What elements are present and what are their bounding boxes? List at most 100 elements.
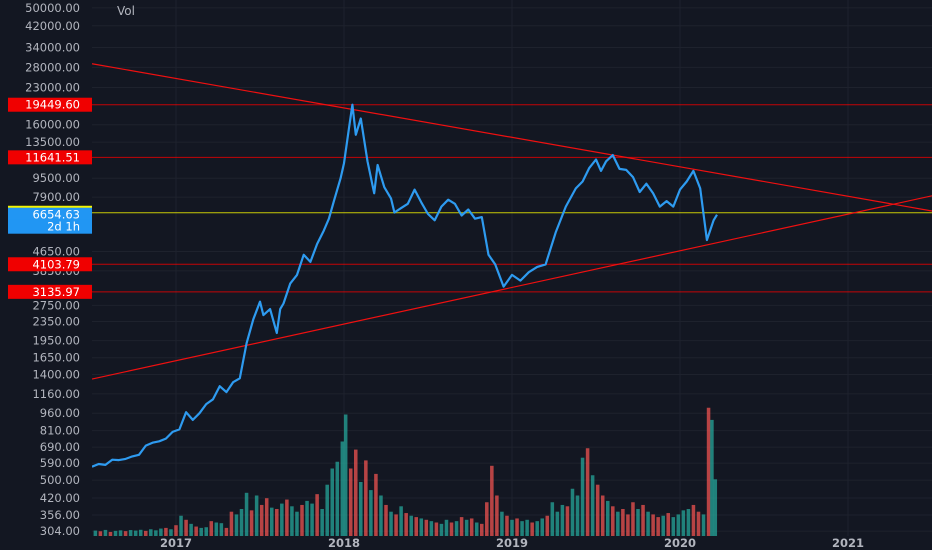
volume-bar: [449, 522, 454, 536]
volume-bar: [280, 503, 284, 536]
volume-bar: [439, 523, 444, 536]
y-tick-label: 9500.00: [32, 171, 80, 185]
volume-bar: [93, 530, 98, 536]
y-tick-label: 590.00: [40, 456, 80, 470]
volume-bar: [713, 479, 718, 536]
volume-bar: [585, 448, 590, 536]
y-tick-label: 960.00: [40, 406, 80, 420]
volume-bar: [530, 522, 534, 536]
volume-bar: [545, 515, 550, 536]
volume-bar: [701, 514, 706, 536]
volume-bar: [123, 531, 128, 536]
y-tick-label: 1950.00: [32, 334, 80, 348]
volume-bar: [143, 530, 148, 536]
volume-bar: [560, 504, 565, 536]
volume-bar: [290, 506, 294, 536]
volume-bar: [348, 468, 353, 536]
volume-bar: [285, 499, 289, 536]
volume-bar: [310, 503, 314, 536]
volume-bar: [409, 515, 413, 536]
volume-bar: [490, 465, 494, 536]
volume-bar: [264, 498, 269, 536]
volume-bar: [631, 502, 635, 536]
price-tag-bg: [8, 97, 92, 112]
volume-bar: [113, 530, 118, 536]
price-tag: 3135.97: [32, 285, 80, 299]
time-axis-panel: [0, 536, 932, 550]
price-tags: 19449.6011641.516781.536654.634103.79313…: [8, 97, 92, 299]
price-series: [91, 103, 718, 468]
volume-bar: [404, 513, 408, 536]
volume-bar: [214, 522, 219, 536]
y-tick-label: 13500.00: [25, 135, 80, 149]
volume-bar: [254, 495, 259, 536]
countdown-tag-bg: [8, 219, 92, 234]
price-tag: 4103.79: [32, 257, 80, 271]
y-tick-label: 810.00: [40, 424, 80, 438]
x-tick-label: 2018: [328, 536, 360, 550]
volume-bar: [661, 515, 665, 536]
volume-bar: [209, 521, 214, 536]
volume-bar: [485, 502, 489, 536]
time-axis[interactable]: 2017 2018 2019 2020 2021: [160, 536, 864, 550]
volume-bar: [320, 509, 324, 536]
price-tag-bg: [8, 284, 92, 299]
price-tag-bg: [8, 150, 92, 165]
volume-bar: [244, 492, 249, 536]
volume-bar: [464, 519, 469, 536]
volume-bar: [641, 504, 645, 536]
y-tick-label: 28000.00: [25, 60, 80, 74]
volume-bar: [590, 475, 595, 536]
volume-bar: [224, 527, 229, 536]
volume-bar: [429, 521, 434, 536]
price-tag: 11641.51: [25, 150, 80, 164]
countdown-tag: 2d 1h: [47, 220, 80, 234]
volume-bar: [419, 518, 424, 536]
volume-bar: [149, 529, 153, 536]
volume-bar: [434, 522, 439, 536]
price-line[interactable]: [91, 103, 718, 468]
volume-bar: [219, 523, 224, 536]
volume-bars: [93, 407, 718, 536]
volume-bar: [364, 460, 368, 536]
volume-bar: [103, 529, 108, 536]
volume-bar: [565, 506, 570, 536]
volume-bar: [184, 519, 188, 536]
volume-bar: [676, 514, 681, 536]
y-tick-label: 34000.00: [25, 40, 80, 54]
y-tick-label: 1650.00: [32, 351, 80, 365]
price-axis[interactable]: 50000.00 42000.00 34000.00 28000.00 23000.00…: [25, 1, 80, 538]
y-tick-label: 1400.00: [32, 368, 80, 382]
volume-bar: [154, 530, 158, 536]
x-tick-label: 2019: [496, 536, 528, 550]
volume-bar: [174, 525, 178, 536]
volume-bar: [239, 509, 244, 536]
trend-line[interactable]: [91, 195, 932, 380]
volume-bar: [335, 461, 340, 536]
volume-bar: [621, 509, 625, 536]
volume-bar: [495, 495, 499, 536]
trend-line[interactable]: [91, 63, 932, 212]
volume-bar: [706, 407, 711, 536]
x-tick-label: 2017: [160, 536, 192, 550]
x-tick-label: 2020: [664, 536, 696, 550]
trend-lines: [91, 63, 932, 380]
y-tick-label: 42000.00: [25, 19, 80, 33]
volume-bar: [234, 514, 239, 536]
volume-bar: [249, 510, 254, 536]
volume-bar: [353, 449, 358, 536]
volume-bar: [550, 502, 555, 536]
y-tick-label: 420.00: [40, 491, 80, 505]
volume-bar: [500, 511, 504, 536]
volume-bar: [340, 441, 345, 536]
volume-bar: [325, 484, 329, 536]
volume-bar: [570, 488, 575, 536]
price-tag: 19449.60: [25, 98, 80, 112]
volume-bar: [515, 518, 519, 536]
volume-bar: [384, 504, 388, 536]
volume-bar: [525, 519, 529, 536]
y-tick-label: 4650.00: [32, 244, 80, 258]
volume-bar: [98, 531, 103, 536]
y-tick-label: 304.00: [40, 524, 80, 538]
